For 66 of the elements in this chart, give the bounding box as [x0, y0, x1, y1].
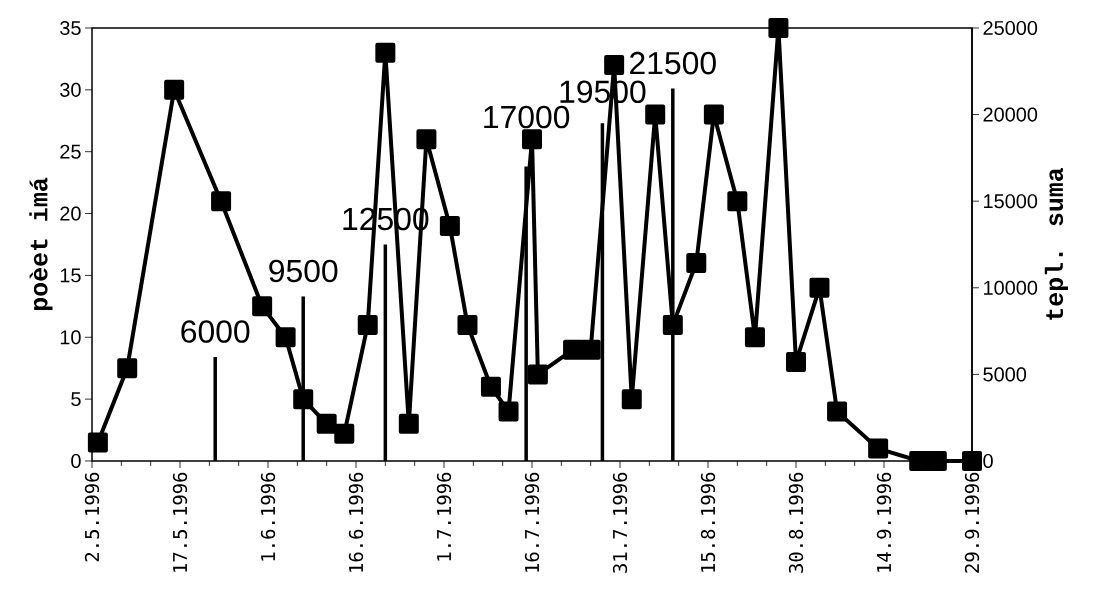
x-tick-label: 17.5.1996	[172, 472, 188, 572]
point	[164, 79, 185, 100]
point	[357, 314, 378, 335]
point	[457, 314, 478, 335]
point	[522, 129, 543, 150]
y2-axis-title: tepl. suma	[1044, 167, 1068, 320]
point	[439, 215, 460, 236]
point	[962, 450, 983, 471]
point	[87, 432, 108, 453]
data-label: 9500	[269, 259, 338, 283]
point	[275, 327, 296, 348]
point	[398, 413, 419, 434]
point	[316, 413, 337, 434]
x-tick-label: 14.9.1996	[876, 472, 892, 572]
y2-tick-label: 0	[983, 453, 993, 469]
point	[604, 55, 625, 76]
y2-tick-label: 15000	[984, 194, 1038, 209]
x-tick-label: 2.5.1996	[84, 472, 100, 562]
x-tick-label: 31.7.1996	[612, 472, 628, 573]
point	[686, 253, 707, 274]
y-tick-label: 30	[60, 82, 81, 97]
point	[868, 438, 889, 459]
y2-tick-label: 5000	[983, 367, 1027, 382]
point	[909, 450, 930, 471]
point	[827, 401, 848, 422]
point	[727, 191, 748, 212]
point	[809, 277, 830, 298]
y-tick-label: 15	[60, 268, 81, 283]
point	[527, 364, 548, 385]
point	[480, 376, 501, 397]
point	[621, 389, 642, 410]
point	[211, 191, 232, 212]
data-label: 6000	[181, 320, 250, 343]
y-tick-label: 20	[60, 206, 81, 221]
y-axis-title: poèet imá	[29, 177, 53, 311]
point	[563, 339, 584, 360]
x-tick-label: 15.8.1996	[700, 472, 716, 572]
point	[786, 352, 807, 373]
point	[416, 129, 437, 150]
y-tick-label: 10	[60, 330, 81, 345]
point	[334, 423, 355, 444]
y2-tick-label: 20000	[983, 107, 1038, 122]
y-tick-label: 25	[60, 144, 81, 159]
x-tick-label: 1.7.1996	[436, 472, 452, 561]
y-tick-label: 5	[71, 392, 81, 407]
point	[645, 104, 666, 125]
y-tick-label: 35	[60, 20, 81, 36]
point	[375, 42, 396, 63]
x-tick-label: 29.9.1996	[964, 472, 980, 573]
x-tick-label: 1.6.1996	[260, 472, 276, 561]
x-tick-label: 16.6.1996	[348, 472, 364, 572]
data-label: 21500	[630, 51, 716, 75]
point	[580, 339, 601, 360]
point	[117, 358, 138, 379]
y2-tick-label: 25000	[983, 20, 1038, 36]
y2-tick-label: 10000	[984, 280, 1038, 295]
point	[768, 17, 789, 38]
x-tick-label: 16.7.1996	[524, 472, 540, 572]
y-tick-label: 0	[71, 453, 81, 469]
point	[498, 401, 519, 422]
point	[744, 327, 765, 348]
data-label: 17000	[484, 105, 570, 129]
point	[703, 104, 724, 125]
point	[252, 296, 273, 317]
point	[926, 450, 947, 471]
x-tick-label: 30.8.1996	[788, 472, 804, 573]
